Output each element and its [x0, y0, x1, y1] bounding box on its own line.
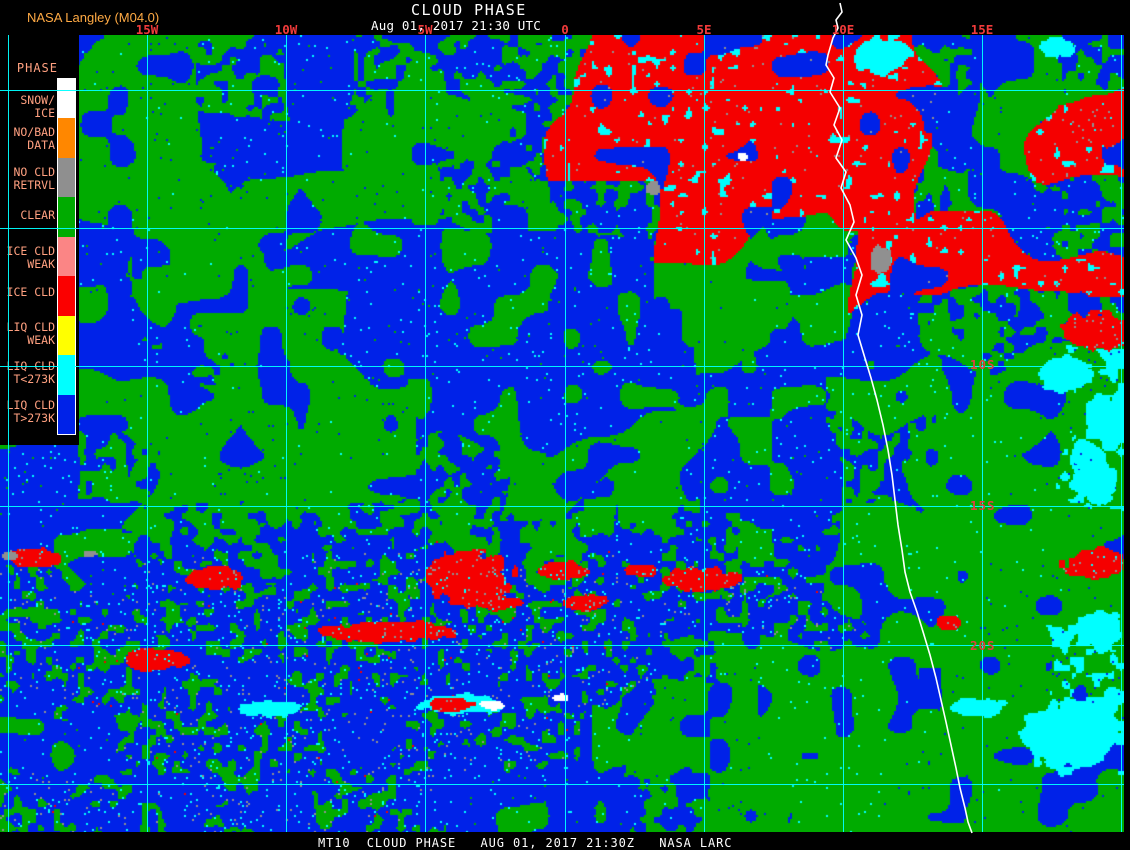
legend-entry-label: LIQ CLD T<273K [6, 358, 55, 386]
gridline-vertical [843, 28, 844, 833]
longitude-label: 10E [831, 22, 855, 37]
page-title: CLOUD PHASE [411, 1, 527, 19]
longitude-label: 15W [135, 22, 159, 37]
legend-entry-label: LIQ CLD WEAK [6, 320, 55, 348]
legend-swatch [58, 236, 75, 277]
legend-entry-label: NO/BAD DATA [13, 125, 55, 153]
legend-swatch [58, 276, 75, 316]
gridline-vertical [147, 28, 148, 833]
source-label: NASA Langley (M04.0) [27, 10, 160, 25]
datetime-label: Aug 01, 2017 21:30 UTC [371, 18, 541, 33]
legend-swatch [58, 157, 75, 198]
gridline-horizontal [0, 366, 1124, 367]
legend-swatch [58, 355, 75, 395]
footer-caption: MT10 CLOUD PHASE AUG 01, 2017 21:30Z NAS… [318, 836, 733, 850]
gridline-horizontal [0, 645, 1124, 646]
gridline-vertical [8, 28, 9, 833]
legend-entry-label: NO CLD RETRVL [13, 164, 55, 192]
phase-legend: PHASE SNOW/ ICE NO/BAD DATA NO CLD RETRVL C… [0, 35, 79, 445]
legend-entry-label: CLEAR [20, 207, 55, 222]
gridline-vertical [425, 28, 426, 833]
legend-entry-label: ICE CLD WEAK [6, 243, 55, 271]
legend-swatch [58, 394, 75, 434]
legend-entry-label: SNOW/ ICE [20, 92, 55, 120]
gridline-vertical [982, 28, 983, 833]
gridline-vertical [565, 28, 566, 833]
latitude-label: 15S [970, 498, 996, 513]
gridline-horizontal [0, 90, 1124, 91]
gridline-vertical [1121, 28, 1122, 833]
longitude-label: 0 [561, 22, 569, 37]
legend-color-bar [57, 78, 76, 435]
longitude-label: 5W [417, 22, 433, 37]
legend-entry-label: ICE CLD [6, 285, 55, 300]
latitude-label: 20S [970, 638, 996, 653]
gridline-horizontal [0, 506, 1124, 507]
latitude-label: 10S [970, 357, 996, 372]
legend-swatch [58, 79, 75, 119]
gridline-vertical [286, 28, 287, 833]
legend-swatch [58, 118, 75, 158]
legend-swatch [58, 197, 75, 237]
cloud-phase-map-canvas [0, 35, 1124, 833]
longitude-label: 5E [696, 22, 712, 37]
gridline-vertical [704, 28, 705, 833]
gridline-horizontal [0, 784, 1124, 785]
legend-entry-label: LIQ CLD T>273K [6, 398, 55, 426]
longitude-label: 10W [274, 22, 298, 37]
bottom-status-bar [0, 832, 1130, 850]
gridline-horizontal [0, 228, 1124, 229]
longitude-label: 15E [970, 22, 994, 37]
legend-title: PHASE [16, 61, 58, 75]
legend-swatch [58, 315, 75, 356]
